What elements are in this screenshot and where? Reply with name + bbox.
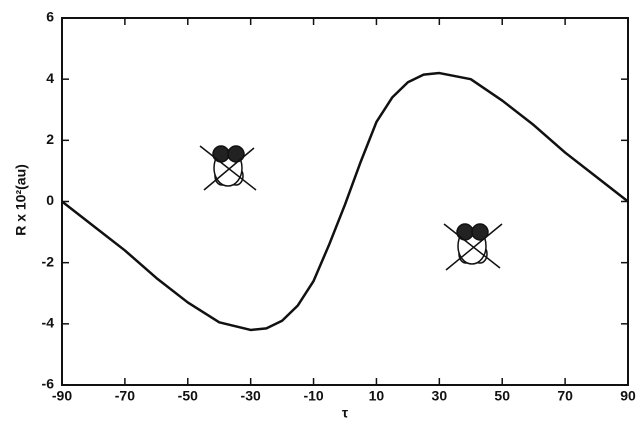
- y-tick-label: 0: [46, 192, 54, 208]
- x-tick-label: 10: [369, 388, 385, 404]
- y-tick-label: 6: [46, 9, 54, 25]
- x-tick-label: 30: [432, 388, 448, 404]
- x-tick-label: -70: [115, 388, 135, 404]
- x-tick-label: 70: [557, 388, 573, 404]
- orbital-icon: [199, 145, 257, 191]
- y-tick-label: -6: [42, 376, 55, 392]
- y-tick-label: 2: [46, 131, 54, 147]
- x-axis-label: τ: [342, 405, 349, 421]
- x-tick-label: -10: [303, 388, 323, 404]
- y-axis-label: R x 10²(au): [13, 164, 29, 236]
- x-tick-label: -30: [241, 388, 261, 404]
- y-tick-label: 4: [46, 70, 54, 86]
- y-tick-label: -4: [42, 315, 55, 331]
- x-tick-label: 90: [620, 388, 636, 404]
- y-tick-label: -2: [42, 253, 55, 269]
- orbital-icon: [443, 223, 503, 271]
- data-line: [61, 71, 629, 332]
- x-tick-label: -90: [52, 388, 72, 404]
- x-tick-label: 50: [494, 388, 510, 404]
- x-tick-label: -50: [178, 388, 198, 404]
